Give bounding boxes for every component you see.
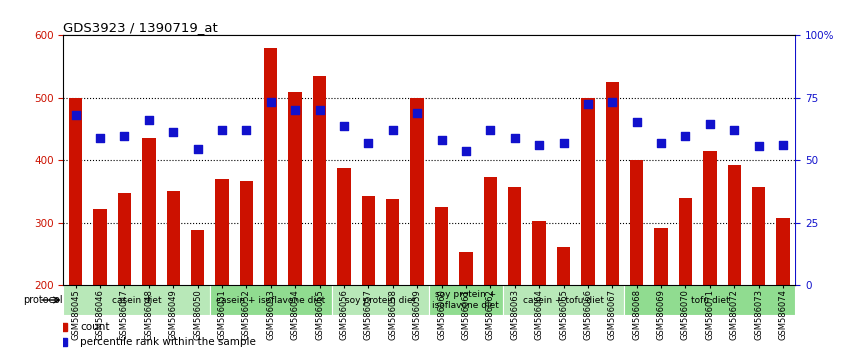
Text: casein diet: casein diet: [112, 296, 162, 304]
Point: [752, 144, 766, 149]
Text: GDS3923 / 1390719_at: GDS3923 / 1390719_at: [63, 21, 218, 34]
Point: [508, 136, 521, 141]
Point: [264, 99, 277, 105]
Point: [118, 134, 131, 139]
Bar: [728, 165, 741, 285]
Text: soy protein +
isoflavone diet: soy protein + isoflavone diet: [432, 290, 499, 310]
Bar: [191, 230, 205, 285]
Point: [361, 140, 375, 145]
Point: [167, 129, 180, 135]
Text: tofu diet: tofu diet: [690, 296, 729, 304]
Point: [654, 140, 667, 145]
Text: casein + isoflavone diet: casein + isoflavone diet: [217, 296, 326, 304]
Point: [630, 119, 644, 124]
Bar: [386, 199, 399, 285]
Bar: [630, 160, 644, 285]
Point: [581, 101, 595, 107]
Bar: [361, 196, 375, 285]
Text: count: count: [80, 321, 110, 332]
Bar: [215, 179, 228, 285]
Bar: [678, 198, 692, 285]
Point: [191, 146, 205, 152]
Point: [484, 127, 497, 133]
Bar: [63, 285, 210, 315]
Point: [777, 142, 790, 147]
Bar: [654, 228, 667, 285]
Bar: [142, 138, 156, 285]
Bar: [503, 285, 624, 315]
Bar: [93, 209, 107, 285]
Text: soy protein diet: soy protein diet: [345, 296, 416, 304]
Bar: [532, 221, 546, 285]
Point: [338, 123, 351, 129]
Point: [703, 121, 717, 127]
Bar: [338, 168, 351, 285]
Bar: [777, 218, 790, 285]
Bar: [118, 193, 131, 285]
Bar: [703, 151, 717, 285]
Bar: [557, 247, 570, 285]
Bar: [508, 187, 521, 285]
Bar: [484, 177, 497, 285]
Point: [532, 142, 546, 147]
Text: protocol: protocol: [24, 295, 63, 305]
Point: [386, 127, 399, 133]
Bar: [606, 82, 619, 285]
Point: [459, 148, 473, 154]
Point: [606, 99, 619, 105]
Bar: [410, 98, 424, 285]
Bar: [332, 285, 429, 315]
Bar: [435, 207, 448, 285]
Point: [215, 127, 228, 133]
Bar: [581, 98, 595, 285]
Point: [239, 127, 253, 133]
Point: [288, 107, 302, 113]
Bar: [210, 285, 332, 315]
Point: [69, 113, 82, 118]
Bar: [239, 181, 253, 285]
Bar: [624, 285, 795, 315]
Point: [678, 134, 692, 139]
Bar: [264, 48, 277, 285]
Bar: [429, 285, 503, 315]
Bar: [459, 252, 473, 285]
Bar: [69, 98, 82, 285]
Bar: [752, 187, 766, 285]
Bar: [313, 76, 327, 285]
Point: [557, 140, 570, 145]
Point: [93, 136, 107, 141]
Point: [410, 110, 424, 116]
Text: percentile rank within the sample: percentile rank within the sample: [80, 337, 256, 348]
Bar: [288, 92, 302, 285]
Point: [142, 117, 156, 122]
Text: casein + tofu diet: casein + tofu diet: [523, 296, 604, 304]
Point: [313, 107, 327, 113]
Point: [728, 127, 741, 133]
Bar: [167, 192, 180, 285]
Point: [435, 137, 448, 143]
